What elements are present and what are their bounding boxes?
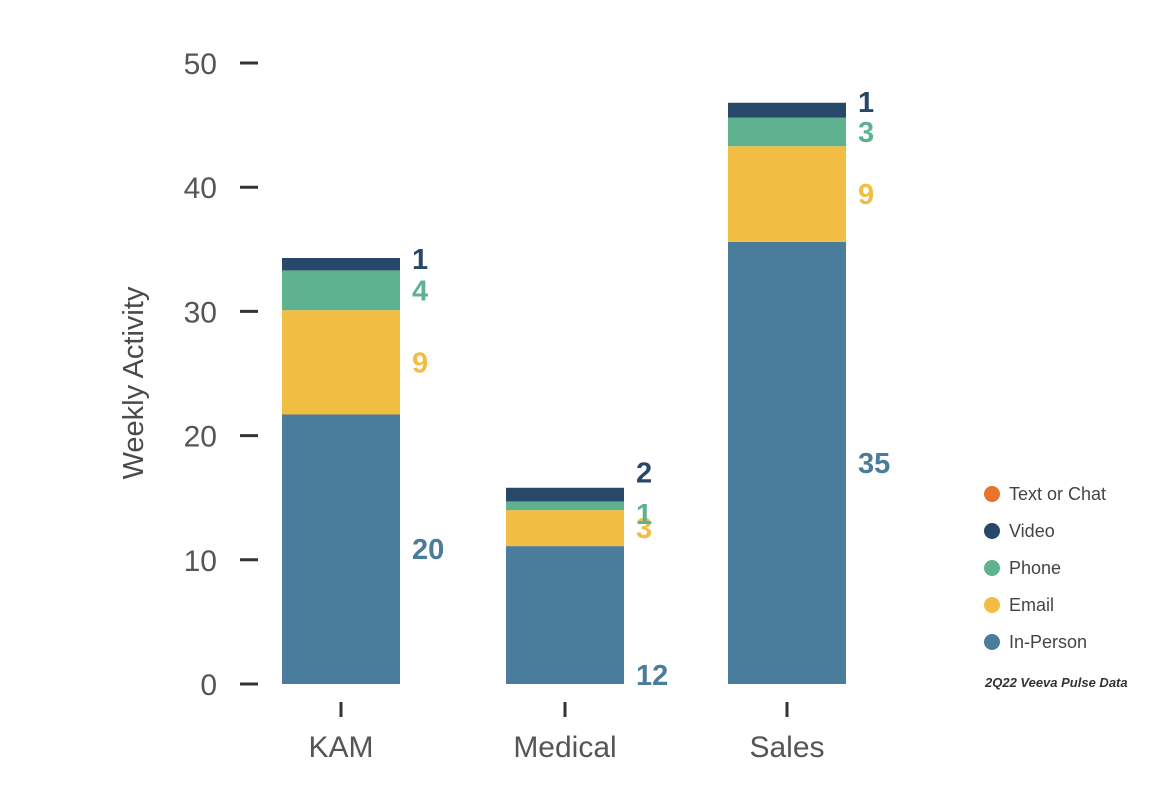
y-tick-label-20: 20 bbox=[184, 421, 217, 454]
data-label-medical-email: 3 bbox=[636, 513, 652, 545]
legend-label-phone: Phone bbox=[1009, 558, 1061, 578]
bar-medical-video bbox=[506, 487, 624, 502]
legend-label-in-person: In-Person bbox=[1009, 632, 1087, 652]
y-tick-label-50: 50 bbox=[184, 48, 217, 81]
legend-swatch-email bbox=[984, 597, 1000, 613]
data-label-kam-video: 1 bbox=[412, 244, 428, 276]
data-label-medical-phone: 1 bbox=[636, 499, 652, 531]
source-note: 2Q22 Veeva Pulse Data bbox=[984, 675, 1128, 690]
bar-medical-in-person bbox=[506, 546, 624, 684]
x-tick-label-kam: KAM bbox=[308, 731, 373, 764]
data-label-sales-in-person: 35 bbox=[858, 448, 890, 480]
legend-label-email: Email bbox=[1009, 595, 1054, 615]
y-axis: 0 10 20 30 40 50 bbox=[184, 48, 258, 702]
bar-kam-video bbox=[282, 257, 400, 271]
data-label-kam-phone: 4 bbox=[412, 275, 428, 307]
legend-swatch-video bbox=[984, 523, 1000, 539]
legend-label-text-or-chat: Text or Chat bbox=[1009, 484, 1106, 504]
y-tick-label-0: 0 bbox=[200, 669, 217, 702]
y-tick-label-40: 40 bbox=[184, 172, 217, 205]
legend: Text or Chat Video Phone Email In-Person bbox=[984, 484, 1106, 652]
bar-kam-in-person bbox=[282, 414, 400, 684]
data-label-medical-video: 2 bbox=[636, 458, 652, 490]
bar-sales-video bbox=[728, 102, 846, 118]
x-axis: KAM Medical Sales bbox=[308, 702, 825, 764]
data-label-sales-email: 9 bbox=[858, 179, 874, 211]
legend-swatch-text-or-chat bbox=[984, 486, 1000, 502]
bar-sales-phone bbox=[728, 117, 846, 147]
x-tick-label-sales: Sales bbox=[749, 731, 824, 764]
legend-label-video: Video bbox=[1009, 521, 1055, 541]
data-label-kam-email: 9 bbox=[412, 347, 428, 379]
bar-kam-phone bbox=[282, 270, 400, 311]
y-tick-label-10: 10 bbox=[184, 545, 217, 578]
legend-swatch-phone bbox=[984, 560, 1000, 576]
data-label-sales-phone: 3 bbox=[858, 117, 874, 149]
bar-sales-email bbox=[728, 146, 846, 242]
bar-medical-email bbox=[506, 510, 624, 547]
data-label-kam-in-person: 20 bbox=[412, 534, 444, 566]
y-tick-label-30: 30 bbox=[184, 296, 217, 329]
legend-swatch-in-person bbox=[984, 634, 1000, 650]
bars bbox=[282, 102, 846, 684]
data-label-sales-video: 1 bbox=[858, 87, 874, 119]
bar-medical-phone bbox=[506, 501, 624, 511]
bar-sales-in-person bbox=[728, 241, 846, 684]
data-label-medical-in-person: 12 bbox=[636, 660, 668, 692]
y-axis-title: Weekly Activity bbox=[118, 286, 150, 479]
x-tick-label-medical: Medical bbox=[513, 731, 616, 764]
bar-kam-email bbox=[282, 310, 400, 415]
